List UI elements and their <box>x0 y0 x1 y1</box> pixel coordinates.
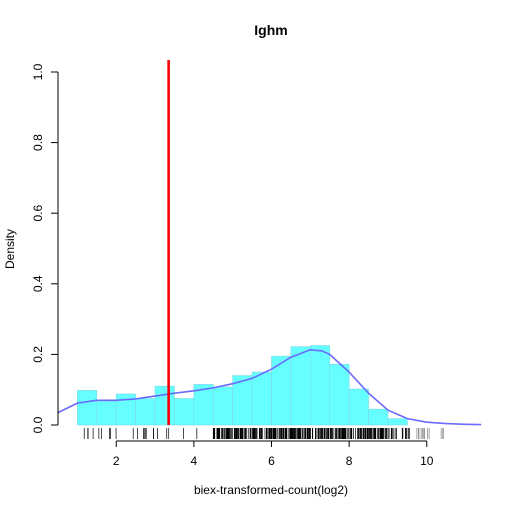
x-axis-label: biex-transformed-count(log2) <box>194 483 348 497</box>
histogram-bar <box>135 398 156 426</box>
x-tick-label: 2 <box>113 454 120 468</box>
y-axis-label: Density <box>3 229 17 269</box>
y-tick-label: 0.0 <box>31 416 45 433</box>
histogram-bar <box>251 371 272 426</box>
histogram-bar <box>387 418 408 426</box>
histogram-bars <box>77 345 408 426</box>
x-tick-label: 10 <box>420 454 434 468</box>
density-curve-group <box>57 348 482 426</box>
histogram-bar <box>154 385 175 426</box>
y-tick-label: 0.8 <box>31 134 45 151</box>
histogram-bar <box>310 345 331 426</box>
histogram-bar <box>212 386 233 426</box>
chart-title: Ighm <box>254 22 287 38</box>
histogram-bar <box>348 388 369 426</box>
density-curve <box>57 348 482 426</box>
histogram-bar <box>329 363 350 426</box>
histogram-bar <box>174 398 195 426</box>
x-axis: 2 4 6 8 10 <box>113 440 434 468</box>
histogram-bar <box>96 400 117 426</box>
y-tick-label: 0.4 <box>31 275 45 292</box>
y-tick-label: 1.0 <box>31 63 45 80</box>
x-tick-label: 4 <box>191 454 198 468</box>
rug-ticks <box>83 428 444 439</box>
histogram-bar <box>290 346 311 426</box>
y-tick-label: 0.2 <box>31 346 45 363</box>
x-tick-label: 6 <box>268 454 275 468</box>
histogram-bar <box>368 408 389 426</box>
y-axis: 0.0 0.2 0.4 0.6 0.8 1.0 <box>31 63 59 433</box>
x-tick-label: 8 <box>346 454 353 468</box>
y-tick-label: 0.6 <box>31 205 45 222</box>
histogram-bar <box>77 390 98 426</box>
